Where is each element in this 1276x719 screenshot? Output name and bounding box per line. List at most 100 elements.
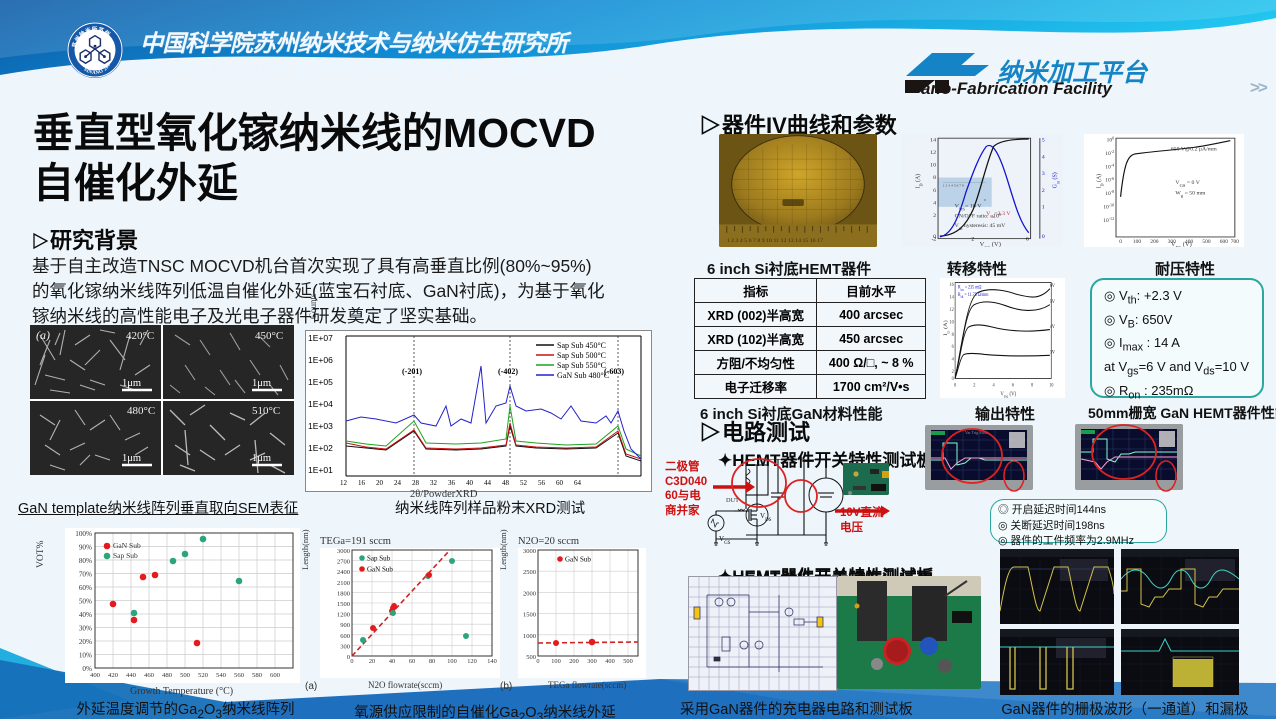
- svg-text:1500: 1500: [337, 601, 350, 608]
- svg-text:10: 10: [930, 163, 936, 169]
- svg-text:GaN Sub: GaN Sub: [113, 541, 141, 550]
- svg-text:20: 20: [376, 479, 384, 487]
- svg-text:100: 100: [1107, 135, 1115, 143]
- svg-text:420°C: 420°C: [126, 330, 154, 342]
- svg-text:Ron = 235 mΩ: Ron = 235 mΩ: [958, 285, 982, 292]
- svg-text:VDS (V): VDS (V): [1171, 241, 1192, 247]
- svg-text:52: 52: [520, 479, 528, 487]
- svg-text:VGS: VGS: [719, 535, 731, 546]
- svg-text:300: 300: [587, 658, 596, 665]
- svg-text:6V: 6V: [1050, 284, 1056, 290]
- svg-text:500: 500: [180, 672, 191, 679]
- svg-text:28: 28: [412, 479, 420, 487]
- svg-text:3000: 3000: [523, 548, 536, 555]
- svg-text:2100: 2100: [337, 580, 350, 587]
- svg-text:1E+07: 1E+07: [308, 333, 333, 343]
- svg-text:(-402): (-402): [498, 367, 518, 376]
- svg-text:400: 400: [605, 658, 614, 665]
- svg-text:-2: -2: [932, 237, 937, 243]
- svg-text:8: 8: [933, 175, 936, 181]
- svg-text:60%: 60%: [79, 584, 92, 592]
- svg-text:0: 0: [952, 377, 955, 383]
- svg-text:VDS (V): VDS (V): [1000, 390, 1016, 398]
- svg-text:3V: 3V: [1050, 350, 1056, 356]
- svg-text:1E+01: 1E+01: [308, 465, 333, 475]
- svg-text:0: 0: [1119, 239, 1122, 245]
- svg-text:Wg = 50 mm: Wg = 50 mm: [1175, 190, 1206, 197]
- svg-text:2400: 2400: [337, 569, 350, 576]
- svg-text:10-6: 10-6: [1105, 176, 1114, 184]
- svg-text:Sap Sub 500°C: Sap Sub 500°C: [557, 351, 606, 360]
- svg-text:6: 6: [933, 188, 936, 194]
- svg-text:2500: 2500: [523, 569, 536, 576]
- svg-text:600: 600: [270, 672, 281, 679]
- svg-text:8: 8: [952, 332, 955, 338]
- svg-text:12: 12: [949, 308, 954, 314]
- svg-text:5: 5: [1042, 138, 1045, 144]
- svg-text:GaN Sub: GaN Sub: [367, 566, 393, 574]
- svg-text:60: 60: [409, 658, 415, 665]
- svg-text:200: 200: [1150, 239, 1159, 245]
- svg-text:16: 16: [358, 479, 366, 487]
- svg-text:10-12: 10-12: [1103, 216, 1114, 224]
- svg-text:24: 24: [394, 479, 402, 487]
- svg-text:ano-Fabrication Facility: ano-Fabrication Facility: [921, 79, 1113, 98]
- svg-text:1 2 3 4 5 6 7 8 9 10 1: 1 2 3 4 5 6 7 8 9 10 11 12 13 14 15 16 1…: [727, 238, 823, 244]
- svg-text:6: 6: [1012, 383, 1015, 389]
- svg-text:2: 2: [973, 383, 976, 389]
- svg-text:1000: 1000: [523, 633, 536, 640]
- svg-text:Sap Sub 450°C: Sap Sub 450°C: [557, 341, 606, 350]
- svg-text:1μm: 1μm: [122, 453, 141, 464]
- svg-text:(a): (a): [36, 328, 50, 342]
- svg-text:510°C: 510°C: [252, 405, 280, 417]
- svg-text:3000: 3000: [337, 548, 350, 555]
- svg-text:VDS: VDS: [760, 512, 772, 523]
- svg-text:140: 140: [487, 658, 496, 665]
- svg-text:40: 40: [466, 479, 474, 487]
- svg-text:600: 600: [1220, 239, 1229, 245]
- svg-text:70%: 70%: [79, 571, 92, 579]
- svg-text:100: 100: [447, 658, 456, 665]
- svg-text:6: 6: [1026, 237, 1029, 243]
- svg-text:580: 580: [252, 672, 263, 679]
- svg-text:12: 12: [340, 479, 348, 487]
- svg-text:10-2: 10-2: [1105, 149, 1114, 157]
- svg-text:200: 200: [569, 658, 578, 665]
- svg-text:1800: 1800: [337, 590, 350, 597]
- svg-text:0: 0: [536, 658, 539, 665]
- svg-text:3: 3: [1042, 171, 1045, 177]
- svg-text:ID (A): ID (A): [1095, 174, 1104, 189]
- svg-text:420: 420: [108, 672, 119, 679]
- svg-text:Sap Sub 550°C: Sap Sub 550°C: [557, 361, 606, 370]
- svg-text:20%: 20%: [79, 638, 92, 646]
- svg-text:60: 60: [556, 479, 564, 487]
- svg-text:0: 0: [350, 658, 353, 665]
- svg-text:0: 0: [984, 198, 986, 202]
- svg-text:56: 56: [538, 479, 546, 487]
- svg-text:Sap Sub: Sap Sub: [113, 551, 138, 560]
- svg-text:20: 20: [369, 658, 375, 665]
- svg-text:44: 44: [484, 479, 492, 487]
- svg-text:440: 440: [126, 672, 137, 679]
- svg-text:2: 2: [933, 213, 936, 219]
- svg-text:14: 14: [949, 295, 954, 301]
- svg-text:8: 8: [1031, 383, 1034, 389]
- svg-text:(-201): (-201): [402, 367, 422, 376]
- svg-text:1E+03: 1E+03: [308, 421, 333, 431]
- svg-text:1E+04: 1E+04: [308, 399, 333, 409]
- svg-text:6: 6: [952, 345, 955, 351]
- svg-text:400: 400: [90, 672, 101, 679]
- svg-text:120: 120: [467, 658, 476, 665]
- svg-text:10-8: 10-8: [1105, 189, 1114, 197]
- svg-text:10: 10: [1049, 383, 1054, 389]
- svg-text:VGS = 0 V: VGS = 0 V: [1175, 180, 1199, 187]
- svg-text:500: 500: [623, 658, 632, 665]
- svg-text:Sap Sub: Sap Sub: [367, 555, 391, 563]
- svg-text:1200: 1200: [337, 612, 350, 619]
- svg-text:90%: 90%: [79, 544, 92, 552]
- svg-text:40%: 40%: [79, 611, 92, 619]
- svg-text:GaN Sub: GaN Sub: [565, 556, 591, 564]
- svg-text:5V: 5V: [1050, 300, 1056, 306]
- svg-text:480: 480: [162, 672, 173, 679]
- svg-text:4: 4: [1042, 154, 1045, 160]
